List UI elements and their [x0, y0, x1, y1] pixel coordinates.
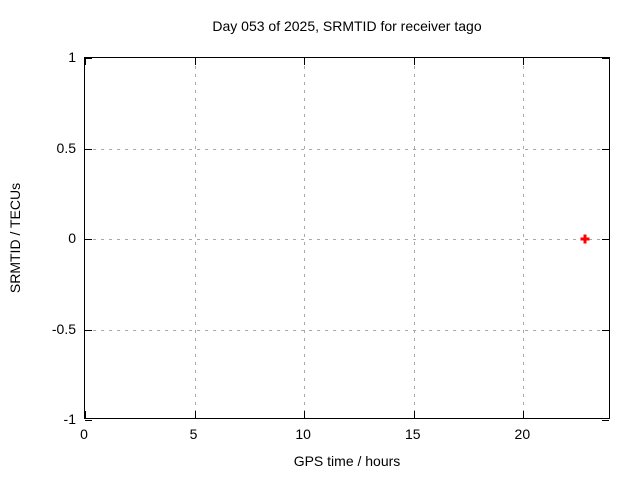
- gridline-vertical: [523, 58, 525, 418]
- y-tick-right: [602, 58, 609, 59]
- marker-bar-vertical: [583, 234, 587, 244]
- y-tick-label: 0: [68, 230, 76, 246]
- x-tick-bottom: [413, 411, 415, 418]
- x-tick-top: [413, 58, 415, 65]
- chart-title: Day 053 of 2025, SRMTID for receiver tag…: [212, 18, 482, 34]
- x-tick-label: 0: [80, 426, 88, 442]
- plot-area: [84, 57, 610, 421]
- x-tick-label: 10: [295, 426, 311, 442]
- y-tick-right: [602, 420, 609, 421]
- y-tick-left: [85, 148, 92, 150]
- y-tick-left: [85, 239, 92, 240]
- x-tick-bottom: [194, 411, 196, 418]
- x-tick-label: 15: [404, 426, 421, 442]
- y-tick-label: -0.5: [51, 320, 76, 337]
- gridline-horizontal: [85, 239, 609, 240]
- x-tick-top: [304, 58, 306, 65]
- gridline-vertical: [194, 58, 196, 418]
- gridline-vertical: [413, 58, 415, 418]
- x-axis-label: GPS time / hours: [293, 453, 401, 469]
- y-tick-right: [602, 239, 609, 240]
- data-point-marker: [580, 234, 590, 244]
- x-tick-top: [85, 58, 86, 65]
- x-tick-bottom: [304, 411, 306, 418]
- y-tick-label: -1: [63, 411, 76, 427]
- x-tick-bottom: [85, 411, 86, 418]
- x-tick-label: 20: [514, 426, 531, 442]
- x-tick-top: [194, 58, 196, 65]
- y-tick-right: [602, 329, 609, 331]
- y-tick-label: 0.5: [56, 139, 76, 156]
- y-tick-left: [85, 58, 92, 59]
- gridline-horizontal: [85, 329, 609, 331]
- y-tick-label: 1: [68, 49, 76, 65]
- x-tick-top: [523, 58, 525, 65]
- y-tick-left: [85, 420, 92, 421]
- gridline-vertical: [304, 58, 306, 418]
- x-tick-label: 5: [189, 426, 198, 442]
- y-tick-right: [602, 148, 609, 150]
- y-tick-left: [85, 329, 92, 331]
- x-tick-bottom: [523, 411, 525, 418]
- gridline-horizontal: [85, 148, 609, 150]
